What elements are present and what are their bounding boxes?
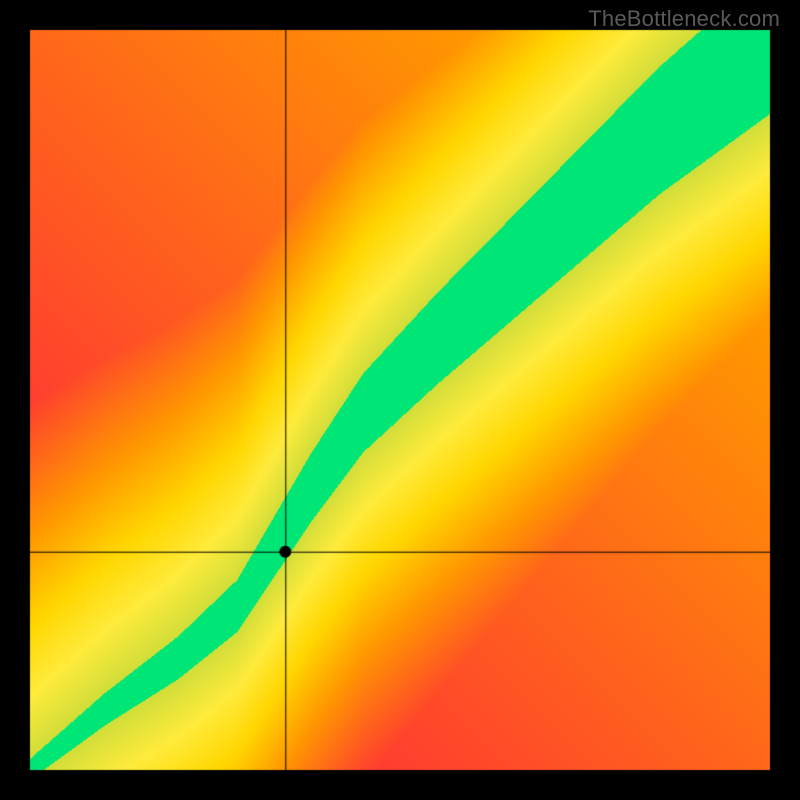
watermark-text: TheBottleneck.com [588,6,780,32]
chart-container: TheBottleneck.com [0,0,800,800]
bottleneck-heatmap [0,0,800,800]
